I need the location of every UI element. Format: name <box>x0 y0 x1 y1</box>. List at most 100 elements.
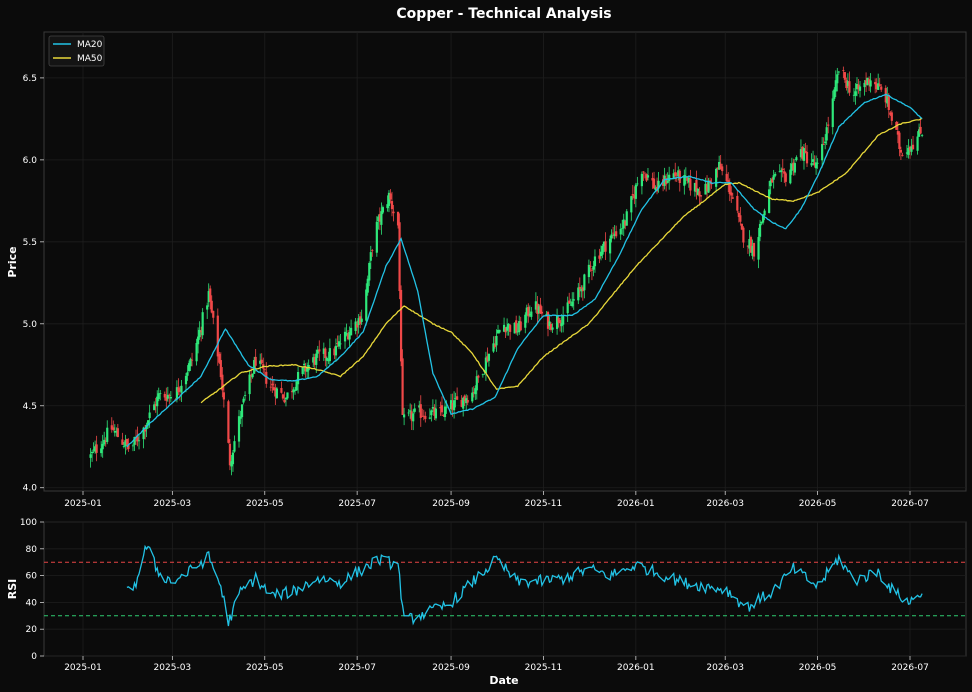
candle-body <box>562 316 565 325</box>
candle-body <box>142 427 145 440</box>
candle-body <box>758 223 762 237</box>
candle-body <box>178 389 182 391</box>
price-tick-label: 4.0 <box>23 484 38 494</box>
candle-body <box>399 289 403 362</box>
candle-body <box>854 91 857 96</box>
candle-body <box>513 322 516 334</box>
candle-body <box>210 300 213 313</box>
candle-body <box>789 169 792 184</box>
candle-body <box>907 147 910 155</box>
candle-body <box>792 162 795 170</box>
candlesticks <box>89 66 924 476</box>
rsi-x-tick-label: 2026-07 <box>891 663 929 673</box>
candle-body <box>748 238 751 249</box>
candle-body <box>322 348 325 354</box>
candle-body <box>419 404 422 418</box>
candle-body <box>380 211 383 225</box>
candle-body <box>445 407 448 409</box>
price-tick-label: 4.5 <box>23 402 37 412</box>
rsi-x-ticks: 2025-01 2025-03 2025-05 2025-07 2025-09 2025-… <box>64 656 929 673</box>
candle-body <box>92 449 95 451</box>
candle-body <box>133 436 136 445</box>
candle-body <box>662 179 665 186</box>
candle-body <box>540 311 544 314</box>
rsi-axis-label: RSI <box>6 579 19 600</box>
price-x-tick-label: 2026-01 <box>617 499 655 509</box>
candle-body <box>666 180 669 183</box>
candle-body <box>94 446 97 452</box>
candle-body <box>462 397 465 409</box>
candle-body <box>207 291 210 303</box>
candle-body <box>784 173 787 182</box>
price-x-tick-label: 2026-07 <box>891 499 929 509</box>
candle-body <box>557 317 560 323</box>
candle-body <box>663 175 666 186</box>
candle-body <box>778 171 781 173</box>
candle-body <box>430 410 433 416</box>
candle-body <box>889 112 892 115</box>
candle-body <box>751 245 754 256</box>
candle-body <box>731 197 734 199</box>
candle-body <box>774 173 777 176</box>
candle-body <box>147 420 150 426</box>
rsi-tick-label: 60 <box>26 572 38 582</box>
candle-body <box>633 195 636 199</box>
candle-body <box>177 387 180 393</box>
candle-body <box>201 312 204 336</box>
candle-body <box>327 359 330 362</box>
candle-body <box>137 440 141 442</box>
candle-body <box>186 372 189 376</box>
candle-body <box>303 363 306 366</box>
candle-body <box>816 162 819 164</box>
candle-body <box>643 172 647 174</box>
candle-body <box>113 430 116 433</box>
candle-body <box>804 150 807 153</box>
candle-body <box>431 406 434 409</box>
candle-body <box>863 82 866 88</box>
candle-body <box>590 269 594 271</box>
price-x-ticks: 2025-01 2025-03 2025-05 2025-07 2025-09 2025-… <box>64 491 929 509</box>
candle-body <box>746 245 750 247</box>
candle-body <box>668 174 671 182</box>
candle-body <box>874 82 877 85</box>
candle-body <box>112 427 115 430</box>
candle-body <box>768 189 771 213</box>
candle-body <box>454 397 457 399</box>
candle-body <box>587 264 590 278</box>
candle-body <box>180 385 183 393</box>
candle-body <box>842 70 845 71</box>
candle-body <box>337 341 341 347</box>
candle-body <box>187 363 191 372</box>
candle-body <box>456 396 459 400</box>
candle-body <box>356 323 359 328</box>
candle-body <box>422 415 425 417</box>
candle-body <box>795 157 798 161</box>
price-panel <box>43 31 967 492</box>
candle-body <box>360 318 363 322</box>
rsi-x-tick-label: 2026-03 <box>706 663 744 673</box>
candle-body <box>190 359 194 361</box>
candle-body <box>672 173 675 178</box>
candle-body <box>845 80 848 89</box>
candle-body <box>428 417 431 419</box>
candle-body <box>292 389 295 393</box>
candle-body <box>921 135 924 136</box>
candle-body <box>325 357 328 361</box>
candle-body <box>153 404 156 411</box>
candle-body <box>239 416 242 419</box>
candle-body <box>148 412 151 419</box>
candle-body <box>678 170 681 183</box>
candle-body <box>721 166 724 172</box>
rsi-tick-label: 100 <box>20 518 37 528</box>
candle-body <box>790 163 793 171</box>
candle-body <box>805 151 809 164</box>
candle-body <box>877 83 880 90</box>
candle-body <box>814 162 818 169</box>
candle-body <box>771 178 774 183</box>
candle-body <box>636 183 639 185</box>
candle-body <box>769 180 772 187</box>
candle-body <box>598 255 601 259</box>
candle-body <box>708 180 712 182</box>
candle-body <box>821 144 824 161</box>
candle-body <box>718 161 721 170</box>
